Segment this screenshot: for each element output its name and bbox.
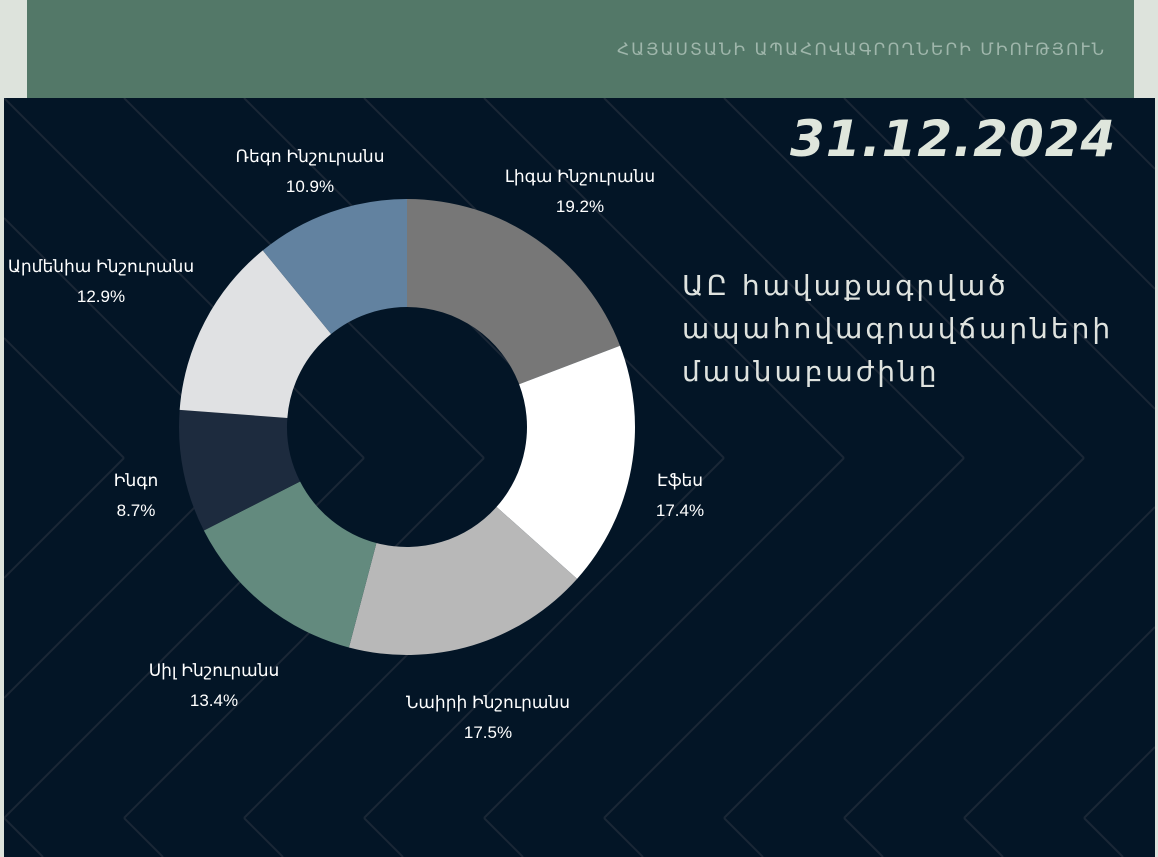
pattern-line: [123, 817, 164, 857]
slice-3: [203, 481, 377, 648]
slice-value: 19.2%: [556, 197, 604, 216]
organization-name: ՀԱՅԱՍՏԱՆԻ ԱՊԱՀՈՎԱԳՐՈՂՆԵՐԻ ՄԻՈՒԹՅՈՒՆ: [616, 40, 1106, 60]
pattern-line: [4, 457, 125, 579]
header-banner: ՀԱՅԱՍՏԱՆԻ ԱՊԱՀՈՎԱԳՐՈՂՆԵՐԻ ՄԻՈՒԹՅՈՒՆ: [27, 0, 1134, 98]
pattern-line: [843, 506, 1155, 819]
pattern-line: [603, 817, 644, 857]
slice-5: [179, 250, 332, 418]
slice-label: Ռեգո Ինշուրանս: [236, 147, 385, 166]
pattern-line: [243, 817, 284, 857]
slice-6: [262, 199, 407, 335]
report-date: 31.12.2024: [790, 110, 1117, 168]
slice-value: 17.4%: [656, 501, 704, 520]
slice-label: Սիլ Ինշուրանս: [149, 661, 280, 680]
pattern-line: [843, 817, 884, 857]
slice-label: Էֆես: [657, 471, 703, 490]
pattern-line: [483, 457, 845, 819]
donut-chart: Լիգա Ինշուրանս 19.2% Էֆես 17.4% Նաիրի Ինշուր…: [8, 147, 704, 742]
pattern-line: [483, 98, 845, 459]
pattern-line: [1083, 817, 1124, 857]
slice-value: 8.7%: [117, 501, 156, 520]
pattern-line: [363, 457, 725, 819]
slice-2: [348, 506, 578, 655]
pattern-line: [4, 337, 125, 459]
slice-value: 13.4%: [190, 691, 238, 710]
pattern-line: [483, 817, 524, 857]
pattern-line: [603, 457, 965, 819]
pattern-line: [963, 626, 1155, 819]
pattern-line: [723, 98, 1085, 459]
pattern-line: [363, 817, 404, 857]
slice-label: Նաիրի Ինշուրանս: [406, 693, 570, 712]
slice-1: [496, 345, 635, 579]
pattern-line: [963, 98, 1155, 290]
chart-panel: Լիգա Ինշուրանս 19.2% Էֆես 17.4% Նաիրի Ինշուր…: [4, 98, 1155, 857]
chart-title: ԱԸ հավաքագրված ապահովագրավճարների մասնաբ…: [682, 269, 1114, 388]
pattern-line: [723, 457, 1085, 819]
pattern-line: [603, 98, 965, 459]
pattern-line: [1083, 98, 1155, 170]
pattern-line: [963, 817, 1004, 857]
slice-label: Արմենիա Ինշուրանս: [8, 257, 194, 276]
slice-label: Ինգո: [114, 471, 158, 490]
slice-value: 17.5%: [464, 723, 512, 742]
pattern-line: [4, 98, 365, 459]
pattern-line: [843, 98, 1155, 410]
slice-value: 10.9%: [286, 177, 334, 196]
slice-4: [179, 409, 301, 531]
pattern-line: [4, 817, 44, 857]
pattern-line: [723, 817, 764, 857]
slice-0: [407, 199, 621, 385]
pattern-line: [1083, 746, 1155, 819]
slice-label: Լիգա Ինշուրանս: [505, 167, 655, 186]
slice-value: 12.9%: [77, 287, 125, 306]
pattern-line: [123, 457, 485, 819]
